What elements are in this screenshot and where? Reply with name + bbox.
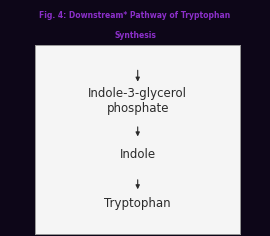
Text: Indole-3-glycerol
phosphate: Indole-3-glycerol phosphate — [88, 88, 187, 115]
Text: Indole: Indole — [120, 148, 156, 161]
Text: Synthesis: Synthesis — [114, 31, 156, 40]
Text: Tryptophan: Tryptophan — [104, 197, 171, 210]
Text: Fig. 4: Downstream* Pathway of Tryptophan: Fig. 4: Downstream* Pathway of Tryptopha… — [39, 11, 231, 20]
